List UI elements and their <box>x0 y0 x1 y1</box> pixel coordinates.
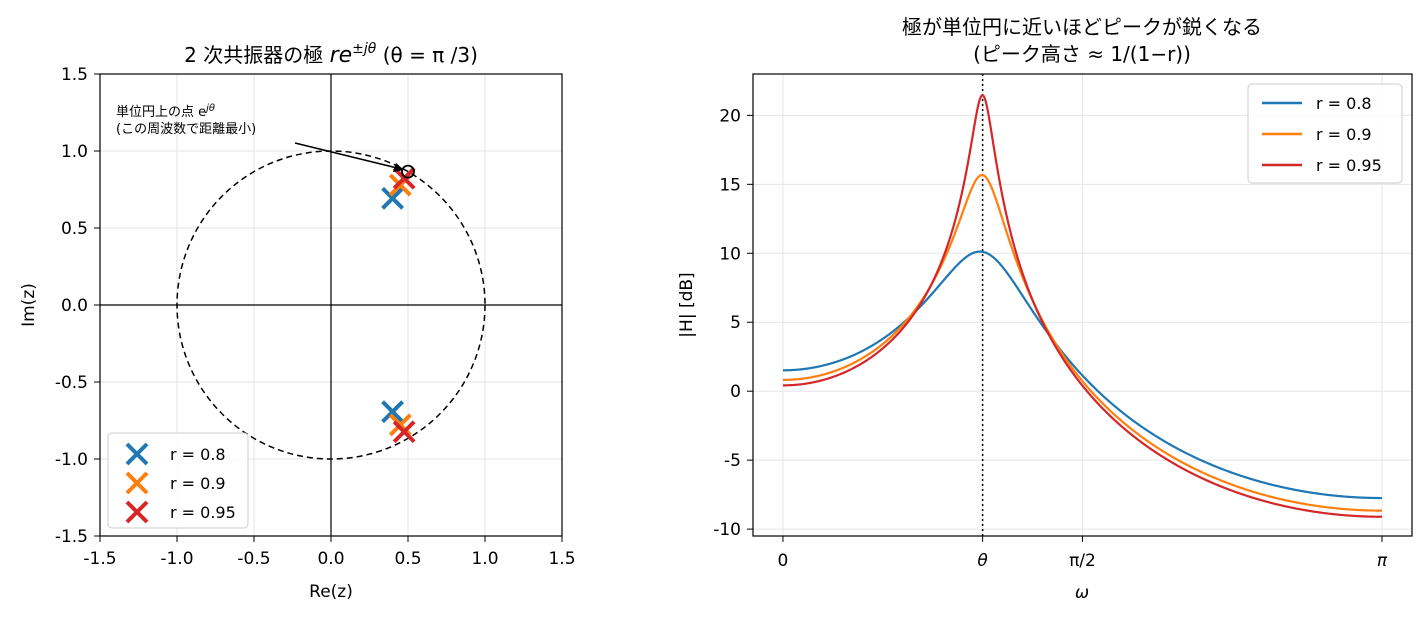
response-curve <box>782 250 1382 500</box>
left-legend-entry: r = 0.95 <box>125 500 236 524</box>
right-ytick-label: -5 <box>724 451 741 471</box>
left-legend-label: r = 0.9 <box>170 474 226 493</box>
pole-zero-plot: 2 次共振器の極 re±jθ (θ = π /3) -1.5 -1.0 -0.5 0.… <box>19 41 576 602</box>
left-xtick-label: -0.5 <box>237 549 270 569</box>
left-ytick-label: 1.5 <box>61 65 88 85</box>
left-ticks: -1.5 -1.0 -0.5 0.0 0.5 1.0 1.5 -1.5 -1.0 -0.5 0.0 0… <box>55 65 576 569</box>
right-xtick-label: 0 <box>778 551 789 571</box>
annotation-line2: (この周波数で距離最小) <box>116 122 256 137</box>
left-ylabel: Im(z) <box>19 283 39 327</box>
left-xtick-label: 1.5 <box>548 549 575 569</box>
right-xtick-label: θ <box>977 551 988 571</box>
left-xtick-label: 0.5 <box>394 549 421 569</box>
right-ytick-label: 15 <box>719 175 741 195</box>
right-title: 極が単位円に近いほどピークが鋭くなる <box>902 15 1262 39</box>
response-curve <box>782 173 1383 512</box>
right-ticks: 0 θ π/2 π -10 -5 0 5 10 15 20 <box>713 106 1388 571</box>
pole-marker <box>392 166 416 190</box>
right-ytick-label: -10 <box>713 520 741 540</box>
left-legend: r = 0.8 r = 0.9 r = 0.95 <box>107 432 249 529</box>
right-xtick-label: π <box>1377 551 1388 571</box>
left-ytick-label: 0.0 <box>61 296 88 316</box>
left-xlabel: Re(z) <box>309 582 353 602</box>
left-ytick-label: 1.0 <box>61 142 88 162</box>
annotation-line1: 単位円上の点 ejθ <box>116 103 215 120</box>
right-legend-entry: r = 0.8 <box>1262 94 1372 113</box>
left-legend-label: r = 0.95 <box>170 503 236 522</box>
right-legend-label: r = 0.95 <box>1316 156 1382 175</box>
right-ytick-label: 0 <box>730 382 741 402</box>
left-xtick-label: -1.5 <box>83 549 116 569</box>
pole-marker <box>392 420 416 444</box>
left-legend-label: r = 0.8 <box>170 445 226 464</box>
left-xtick-label: 1.0 <box>471 549 498 569</box>
right-xlabel: ω <box>1075 583 1089 603</box>
right-ytick-label: 5 <box>730 313 741 333</box>
frequency-response-plot: 極が単位円に近いほどピークが鋭くなる (ピーク高さ ≈ 1/(1−r)) 0 θ π… <box>677 15 1413 603</box>
left-xtick-label: 0.0 <box>317 549 344 569</box>
left-title: 2 次共振器の極 re±jθ (θ = π /3) <box>184 41 478 68</box>
response-curve <box>782 93 1382 518</box>
left-ytick-label: -0.5 <box>55 373 88 393</box>
pole-marker <box>381 400 405 424</box>
right-ytick-label: 20 <box>719 106 741 126</box>
right-legend: r = 0.8 r = 0.9 r = 0.95 <box>1247 83 1403 184</box>
right-legend-label: r = 0.8 <box>1316 94 1372 113</box>
right-ytick-label: 10 <box>719 244 741 264</box>
right-legend-entry: r = 0.95 <box>1262 156 1382 175</box>
right-xtick-label: π/2 <box>1069 551 1096 571</box>
pole-marker <box>381 186 405 210</box>
left-ytick-label: -1.0 <box>55 450 88 470</box>
right-ylabel: |H| [dB] <box>677 272 697 337</box>
left-xtick-label: -1.0 <box>160 549 193 569</box>
right-subtitle: (ピーク高さ ≈ 1/(1−r)) <box>973 42 1191 66</box>
left-ytick-label: -1.5 <box>55 527 88 547</box>
annotation-arrowhead <box>393 163 404 172</box>
unit-point-marker <box>401 164 415 179</box>
annotation-arrow <box>294 142 398 169</box>
right-plot-content <box>782 74 1383 536</box>
annotation: 単位円上の点 ejθ (この周波数で距離最小) <box>116 103 404 172</box>
left-plot-content <box>100 74 562 536</box>
right-legend-entry: r = 0.9 <box>1262 125 1372 144</box>
left-legend-entry: r = 0.9 <box>125 471 226 495</box>
right-legend-label: r = 0.9 <box>1316 125 1372 144</box>
left-ytick-label: 0.5 <box>61 219 88 239</box>
left-legend-entry: r = 0.8 <box>125 442 226 466</box>
right-legend-box <box>1247 83 1403 184</box>
